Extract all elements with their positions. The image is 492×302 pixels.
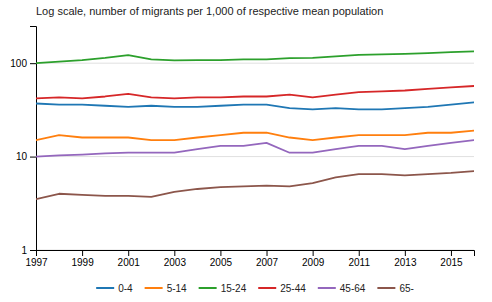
axis-line xyxy=(37,251,475,257)
legend-swatch xyxy=(258,287,276,289)
series-line xyxy=(36,131,474,141)
legend-label: 0-4 xyxy=(118,283,133,294)
legend-item: 15-24 xyxy=(199,283,247,294)
tick-label: 1999 xyxy=(71,257,94,268)
legend-swatch xyxy=(96,287,114,289)
tick: 2013 xyxy=(394,250,417,268)
tick-label: 1997 xyxy=(25,257,48,268)
grid xyxy=(36,63,474,250)
tick: 1 xyxy=(21,245,36,256)
tick: 2003 xyxy=(164,250,187,268)
legend-label: 25-44 xyxy=(280,283,306,294)
tick: 2009 xyxy=(302,250,325,268)
tick-label: 2003 xyxy=(164,257,187,268)
legend-label: 65- xyxy=(399,283,413,294)
legend-label: 15-24 xyxy=(221,283,247,294)
tick-label: 2001 xyxy=(118,257,141,268)
legend-swatch xyxy=(318,287,336,289)
tick-label: 2009 xyxy=(302,257,325,268)
tick-label: 1 xyxy=(21,245,27,256)
tick-mark xyxy=(128,250,129,256)
legend-item: 65- xyxy=(377,283,413,294)
tick-mark xyxy=(267,250,268,256)
tick-label: 2007 xyxy=(256,257,279,268)
tick: 1997 xyxy=(25,250,48,268)
legend-item: 45-64 xyxy=(318,283,366,294)
legend-label: 45-64 xyxy=(340,283,366,294)
tick: 100 xyxy=(10,58,36,69)
y-axis: 1 10 100 xyxy=(10,27,36,256)
tick-mark xyxy=(405,250,406,256)
tick: 2011 xyxy=(348,250,370,268)
legend-swatch xyxy=(199,287,217,289)
title: Log scale, number of migrants per 1,000 … xyxy=(36,5,383,17)
legend-item: 5-14 xyxy=(145,283,187,294)
tick: 1999 xyxy=(71,250,94,268)
tick-label: 2013 xyxy=(394,257,417,268)
tick-mark xyxy=(220,250,221,256)
tick-label: 2015 xyxy=(440,257,463,268)
tick-label: 100 xyxy=(10,58,27,69)
tick-label: 2011 xyxy=(348,257,370,268)
tick-label: 10 xyxy=(16,151,28,162)
tick: 2001 xyxy=(118,250,141,268)
plot: 1997 1999 2001 2003 2005 2007 2009 2011 2013 2015… xyxy=(10,27,474,269)
chart: 1997 1999 2001 2003 2005 2007 2009 2011 2013 2015… xyxy=(0,0,492,302)
tick: 10 xyxy=(16,151,36,162)
series-line xyxy=(36,102,474,109)
legend-item: 0-4 xyxy=(96,283,133,294)
series-line xyxy=(36,171,474,199)
grid-line xyxy=(36,156,474,157)
tick-label: 2005 xyxy=(210,257,233,268)
axis-line xyxy=(30,27,37,251)
tick: 2005 xyxy=(210,250,233,268)
lines xyxy=(36,51,474,199)
tick-mark xyxy=(174,250,175,256)
x-axis: 1997 1999 2001 2003 2005 2007 2009 2011 2013 2015 xyxy=(25,250,474,268)
legend-label: 5-14 xyxy=(167,283,187,294)
legend-swatch xyxy=(377,287,395,289)
tick-mark xyxy=(451,250,452,256)
tick-mark xyxy=(82,250,83,256)
tick-mark xyxy=(30,63,36,64)
tick: 2015 xyxy=(440,250,463,268)
series-line xyxy=(36,86,474,98)
series-line xyxy=(36,51,474,63)
tick-mark xyxy=(359,250,360,256)
tick: 2007 xyxy=(256,250,279,268)
legend: 0-4 5-14 15-24 25-44 45-64 65- xyxy=(96,283,414,294)
legend-item: 25-44 xyxy=(258,283,306,294)
tick-mark xyxy=(313,250,314,256)
grid-line xyxy=(36,63,474,64)
tick-mark xyxy=(30,250,36,251)
series-line xyxy=(36,140,474,156)
tick-mark xyxy=(30,157,36,158)
legend-swatch xyxy=(145,287,163,289)
